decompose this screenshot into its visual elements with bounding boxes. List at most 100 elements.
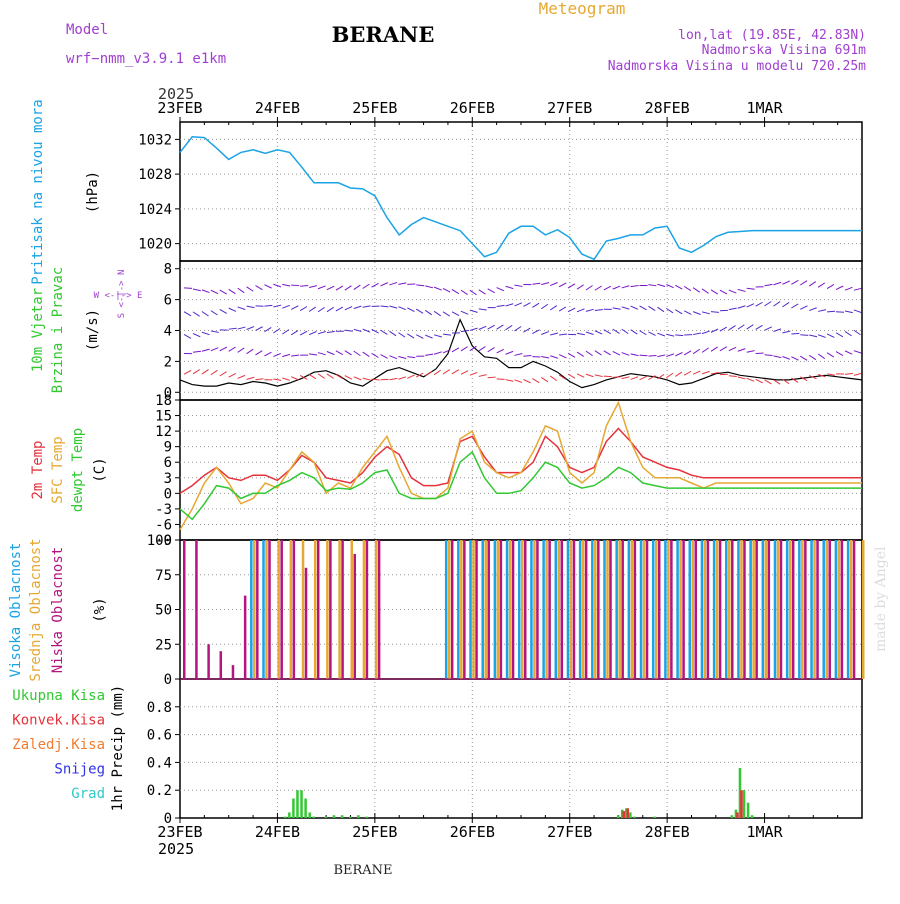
- cloud-bar: [643, 540, 646, 679]
- cloud-bar: [646, 540, 649, 679]
- cloud-bar: [679, 540, 682, 679]
- wind-arrow: [541, 332, 548, 335]
- y-tick-label: -3: [155, 502, 172, 518]
- cloud-bar: [302, 540, 305, 679]
- cloud-bar: [244, 596, 247, 679]
- precip-bar: [365, 817, 368, 818]
- wind-arrow: [425, 354, 433, 355]
- wind-arrow: [184, 334, 191, 338]
- time-label-top: 25FEB: [352, 99, 397, 117]
- cloud-bar: [220, 651, 223, 679]
- cloud-bar: [828, 540, 831, 679]
- wind-arrow: [782, 302, 789, 306]
- wind-arrow: [729, 347, 736, 350]
- wind-arrow: [479, 347, 486, 351]
- wind-arrow: [434, 370, 441, 375]
- precip-bar: [622, 811, 625, 818]
- cloud-bar: [494, 540, 497, 679]
- wind-arrow: [336, 286, 343, 290]
- time-label-top: 1MAR: [747, 99, 784, 117]
- year-bottom: 2025: [158, 840, 194, 858]
- wind-arrow: [827, 284, 834, 288]
- cloud-bar: [351, 540, 354, 679]
- pressure-unit: (hPa): [85, 171, 101, 213]
- wind-arrow: [568, 374, 575, 378]
- wind-arrow: [550, 333, 558, 335]
- cloud-bar: [585, 540, 588, 679]
- wind-arrow: [354, 285, 361, 290]
- wind-arrow: [470, 310, 478, 312]
- wind-arrow: [523, 379, 530, 382]
- wind-arrow: [854, 310, 862, 313]
- wind-arrow: [657, 307, 664, 312]
- wind-arrow: [541, 304, 548, 308]
- wind-arrow: [398, 377, 406, 379]
- wind-arrow: [809, 308, 817, 311]
- cloud-bar: [256, 540, 259, 679]
- wind-arrow: [488, 289, 495, 293]
- station-title: BERANE: [332, 22, 435, 47]
- y-tick-label: 75: [155, 568, 172, 584]
- cloud-bar: [822, 540, 825, 679]
- cloud-bar: [780, 540, 783, 679]
- cloud-bar: [609, 540, 612, 679]
- precip-bar: [629, 812, 632, 818]
- wind-arrow: [354, 306, 362, 308]
- wind-arrow: [836, 286, 843, 290]
- cloud-bar: [536, 540, 539, 679]
- cloud-bar: [497, 540, 500, 679]
- cloud-bar: [792, 540, 795, 679]
- wind-arrow: [854, 330, 861, 335]
- wind-arrow: [720, 347, 727, 351]
- wind-arrow: [398, 307, 405, 310]
- wind-arrow: [202, 290, 210, 293]
- wind-arrow: [452, 312, 459, 316]
- wind-arrow: [631, 286, 639, 287]
- wind-arrow: [238, 348, 245, 352]
- wind-arrow: [622, 307, 630, 309]
- y-tick-label: 3: [164, 471, 172, 487]
- wind-arrow: [666, 334, 674, 336]
- cloud-bar: [682, 540, 685, 679]
- wind-arrow: [515, 303, 522, 306]
- wind-arrow: [416, 335, 423, 339]
- grid-lines: [175, 117, 862, 823]
- wind-arrow: [273, 379, 281, 380]
- wind-arrow: [229, 289, 236, 293]
- cloud-bar: [676, 540, 679, 679]
- y-tick-label: 25: [155, 637, 172, 653]
- cloud-bar: [634, 540, 637, 679]
- wind-arrow: [532, 330, 539, 334]
- cloud-bar: [695, 540, 698, 679]
- wind-arrow: [836, 312, 844, 313]
- precip-legend-1: Konvek.Kisa: [12, 713, 105, 729]
- wind-arrow: [363, 378, 371, 380]
- wind-arrow: [568, 284, 575, 288]
- wind-arrow: [398, 333, 405, 337]
- cloud-bar: [545, 540, 548, 679]
- wind-arrow: [648, 332, 655, 336]
- wind-arrow: [693, 333, 701, 335]
- wind-arrow: [461, 311, 468, 314]
- wind-arrow: [675, 372, 682, 376]
- wind-arrow: [532, 283, 540, 284]
- y-tick-label: 0.2: [147, 783, 172, 799]
- cloud-bar: [816, 540, 819, 679]
- wind-arrow: [345, 307, 352, 310]
- wind-arrow: [211, 331, 219, 332]
- wind-unit: (m/s): [85, 309, 101, 351]
- wind-compass-vertical: S <-|-> N: [117, 270, 127, 319]
- model-name: wrf−nmm_v3.9.1 e1km: [66, 51, 226, 67]
- wind-arrow: [523, 303, 530, 307]
- cloud-bar: [338, 540, 341, 679]
- cloud-bar: [716, 540, 719, 679]
- wind-arrow: [622, 353, 630, 356]
- wind-arrow: [220, 372, 227, 376]
- wind-arrow: [229, 373, 236, 377]
- wind-arrow: [675, 352, 682, 355]
- y-axis-labels: 102010241028103202468-9-6-30369121518025…: [8, 99, 172, 827]
- wind-arrow: [229, 347, 236, 351]
- cloud-bar: [786, 540, 789, 679]
- wind-arrow: [675, 310, 682, 314]
- wind-arrow: [443, 312, 450, 316]
